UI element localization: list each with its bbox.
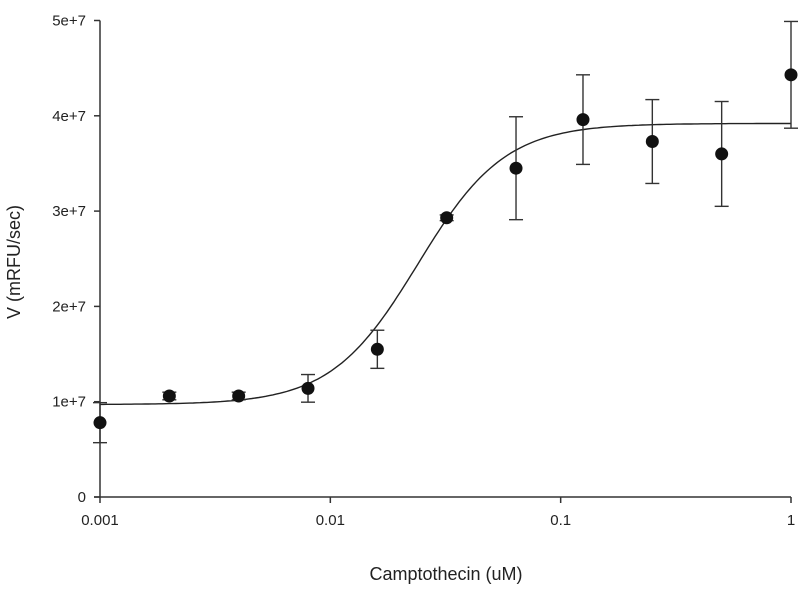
data-point — [93, 416, 107, 430]
x-tick-label: 0.001 — [81, 512, 119, 529]
data-point — [509, 161, 523, 175]
x-tick-label: 1 — [787, 512, 795, 529]
y-axis-label: V (mRFU/sec) — [4, 205, 24, 319]
x-tick-label: 0.1 — [550, 512, 571, 529]
y-tick-label: 5e+7 — [52, 13, 86, 30]
y-tick-label: 0 — [78, 489, 86, 506]
y-tick-label: 3e+7 — [52, 203, 86, 220]
y-tick-label: 2e+7 — [52, 298, 86, 315]
data-point — [715, 147, 729, 161]
y-tick-label: 1e+7 — [52, 394, 86, 411]
data-point — [301, 381, 315, 395]
data-point — [645, 135, 659, 149]
x-tick-label: 0.01 — [316, 512, 345, 529]
data-points — [93, 20, 798, 444]
axes: 0 1e+7 2e+7 3e+7 4e+7 5e+7 0.001 0.01 0.1 1 — [52, 13, 795, 530]
data-point — [232, 389, 246, 403]
data-point — [440, 211, 454, 225]
x-axis-label: Camptothecin (uM) — [369, 564, 522, 584]
fit-curve — [100, 122, 791, 406]
data-point — [784, 68, 798, 82]
data-point — [162, 389, 176, 403]
y-tick-label: 4e+7 — [52, 108, 86, 125]
data-point — [576, 113, 590, 127]
data-point — [370, 342, 384, 356]
fit-curve-group — [100, 122, 791, 406]
